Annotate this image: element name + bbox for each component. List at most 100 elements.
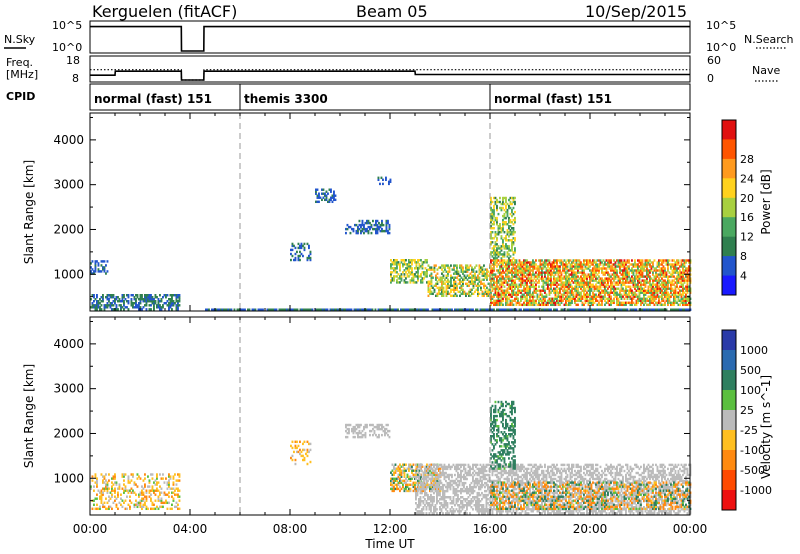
scatter-cell (436, 477, 439, 481)
scatter-cell (390, 259, 392, 262)
scatter-cell (680, 301, 683, 305)
scatter-cell (682, 269, 684, 272)
scatter-cell (483, 272, 485, 275)
scatter-cell (432, 268, 434, 271)
scatter-cell (662, 279, 665, 282)
scatter-cell (500, 299, 503, 303)
scatter-cell (553, 299, 555, 303)
scatter-cell (688, 267, 690, 270)
scatter-cell (142, 487, 145, 490)
scatter-cell (486, 278, 488, 281)
scatter-cell (683, 299, 686, 303)
scatter-cell (583, 293, 585, 296)
scatter-cell (154, 493, 157, 496)
scatter-cell (623, 263, 626, 266)
scatter-cell (652, 261, 654, 264)
scatter-cell (322, 308, 324, 311)
scatter-cell (586, 261, 588, 264)
scatter-cell (352, 229, 355, 233)
scatter-cell (115, 296, 118, 299)
scatter-cell (508, 221, 510, 224)
scatter-cell (138, 501, 140, 505)
scatter-cell (445, 308, 447, 311)
scatter-cell (569, 281, 572, 284)
scatter-cell (238, 308, 240, 311)
scatter-cell (397, 465, 400, 468)
scatter-cell (500, 202, 503, 206)
scatter-cell (409, 271, 412, 274)
scatter-cell (402, 485, 404, 489)
scatter-cell (462, 288, 464, 292)
scatter-cell (680, 271, 683, 274)
scatter-cell (453, 294, 455, 298)
scatter-cell (601, 277, 603, 280)
scatter-cell (665, 293, 668, 296)
scatter-cell (427, 483, 430, 487)
scatter-cell (670, 308, 672, 311)
scatter-cell (108, 304, 110, 307)
scatter-cell (414, 267, 416, 270)
scatter-cell (665, 287, 668, 290)
scatter-cell (640, 291, 642, 294)
scatter-cell (388, 429, 391, 433)
scatter-cell (544, 263, 546, 266)
scatter-cell (496, 216, 498, 220)
scatter-cell (527, 269, 530, 272)
scatter-cell (425, 471, 428, 475)
scatter-cell (424, 493, 426, 497)
scatter-cell (364, 433, 367, 437)
scatter-cell (617, 277, 620, 280)
scatter-cell (550, 267, 552, 270)
scatter-cell (521, 275, 524, 278)
scatter-cell (490, 225, 492, 228)
scatter-cell (430, 487, 433, 491)
scatter-cell (572, 271, 575, 274)
scatter-cell (610, 299, 612, 303)
scatter-cell (494, 261, 497, 264)
scatter-cell (154, 483, 157, 486)
scatter-cell (685, 285, 687, 288)
scatter-cell (569, 291, 572, 294)
scatter-cell (503, 208, 506, 212)
scatter-cell (583, 263, 585, 266)
scatter-cell (571, 261, 573, 264)
scatter-cell (385, 423, 388, 427)
scatter-cell (634, 277, 636, 280)
scatter-cell (554, 259, 557, 262)
scatter-cell (364, 425, 367, 429)
scatter-cell (635, 277, 638, 280)
scatter-cell (547, 281, 549, 284)
scatter-cell (141, 308, 143, 311)
scatter-cell (409, 259, 412, 262)
scatter-cell (154, 489, 157, 492)
scatter-cell (433, 288, 436, 292)
scatter-cell (436, 491, 438, 495)
scatter-cell (361, 229, 364, 233)
scatter-cell (593, 271, 596, 274)
scatter-cell (560, 263, 563, 266)
scatter-cell (587, 287, 590, 290)
scatter-cell (327, 192, 329, 195)
scatter-cell (511, 249, 513, 252)
scatter-cell (446, 489, 449, 493)
scatter-cell (490, 221, 492, 224)
scatter-cell (480, 282, 482, 286)
scatter-cell (260, 308, 263, 311)
scatter-cell (445, 264, 448, 267)
scatter-cell (499, 277, 501, 280)
scatter-cell (393, 261, 395, 264)
scatter-cell (443, 308, 446, 311)
scatter-cell (563, 293, 566, 296)
scatter-cell (614, 265, 617, 268)
scatter-cell (671, 281, 674, 284)
scatter-cell (565, 297, 567, 301)
scatter-cell (491, 200, 494, 204)
scatter-cell (447, 270, 449, 273)
scatter-cell (664, 281, 666, 284)
scatter-cell (529, 289, 531, 292)
scatter-cell (154, 294, 157, 297)
scatter-cell (280, 308, 282, 311)
scatter-cell (544, 259, 546, 262)
scatter-cell (142, 493, 145, 496)
scatter-cell (424, 271, 427, 274)
